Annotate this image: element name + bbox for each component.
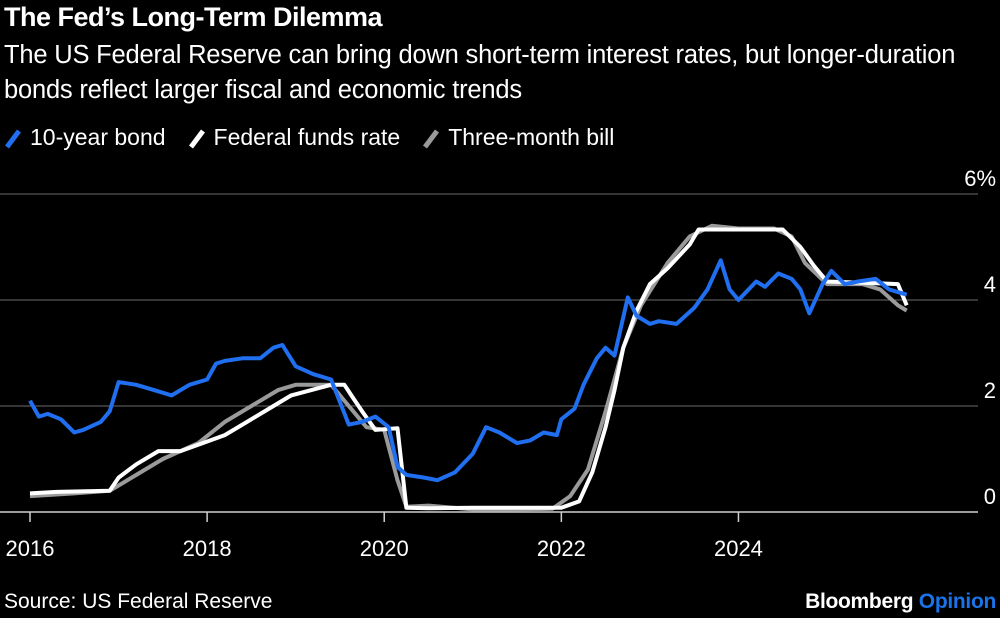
chart-title: The Fed’s Long-Term Dilemma xyxy=(4,2,383,32)
series-line-three-month xyxy=(29,223,908,512)
x-tick-label-2020: 2020 xyxy=(360,536,409,561)
y-tick-label-0: 0 xyxy=(984,484,996,509)
y-tick-label-6: 6% xyxy=(964,166,996,191)
legend-swatch-gray-icon xyxy=(423,129,440,148)
legend-item-federal-funds-rate: Federal funds rate xyxy=(188,124,401,151)
brand-name: Bloomberg xyxy=(805,590,914,613)
source-note: Source: US Federal Reserve xyxy=(4,590,273,613)
legend-item-three-month-bill: Three-month bill xyxy=(422,124,614,151)
brand-logo: Bloomberg Opinion xyxy=(805,590,996,614)
brand-suffix: Opinion xyxy=(918,590,997,613)
x-tick-label-2022: 2022 xyxy=(537,536,586,561)
legend-label-federal-funds-rate: Federal funds rate xyxy=(213,124,401,150)
legend-label-three-month-bill: Three-month bill xyxy=(448,124,615,150)
x-tick-label-2024: 2024 xyxy=(714,536,763,561)
series-line-ten-year xyxy=(28,258,908,483)
x-tick-label-2018: 2018 xyxy=(183,536,232,561)
legend-swatch-white-icon xyxy=(188,129,205,148)
legend-item-10-year-bond: 10-year bond xyxy=(4,124,166,151)
legend-label-10-year-bond: 10-year bond xyxy=(30,124,166,150)
y-tick-label-2: 2 xyxy=(984,378,996,403)
series-line-fed-funds xyxy=(29,227,909,511)
chart-subtitle: The US Federal Reserve can bring down sh… xyxy=(4,41,956,104)
chart-legend: 10-year bond Federal funds rate Three-mo… xyxy=(4,124,636,151)
y-tick-label-4: 4 xyxy=(984,272,996,297)
legend-swatch-blue-icon xyxy=(5,129,21,148)
x-tick-label-2016: 2016 xyxy=(6,536,55,561)
